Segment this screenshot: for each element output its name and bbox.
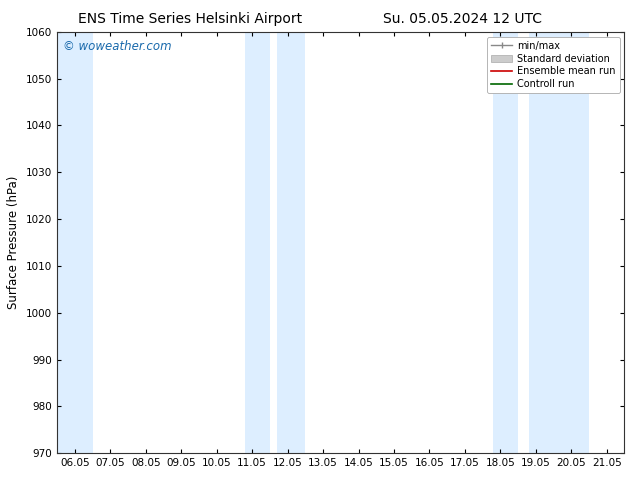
Bar	[245, 32, 270, 453]
Bar	[57, 32, 93, 453]
Bar	[277, 32, 306, 453]
Bar	[529, 32, 589, 453]
Legend: min/max, Standard deviation, Ensemble mean run, Controll run: min/max, Standard deviation, Ensemble me…	[487, 37, 619, 93]
Text: ENS Time Series Helsinki Airport: ENS Time Series Helsinki Airport	[78, 12, 302, 26]
Text: © woweather.com: © woweather.com	[63, 40, 171, 53]
Bar	[493, 32, 518, 453]
Text: Su. 05.05.2024 12 UTC: Su. 05.05.2024 12 UTC	[384, 12, 542, 26]
Y-axis label: Surface Pressure (hPa): Surface Pressure (hPa)	[8, 176, 20, 309]
